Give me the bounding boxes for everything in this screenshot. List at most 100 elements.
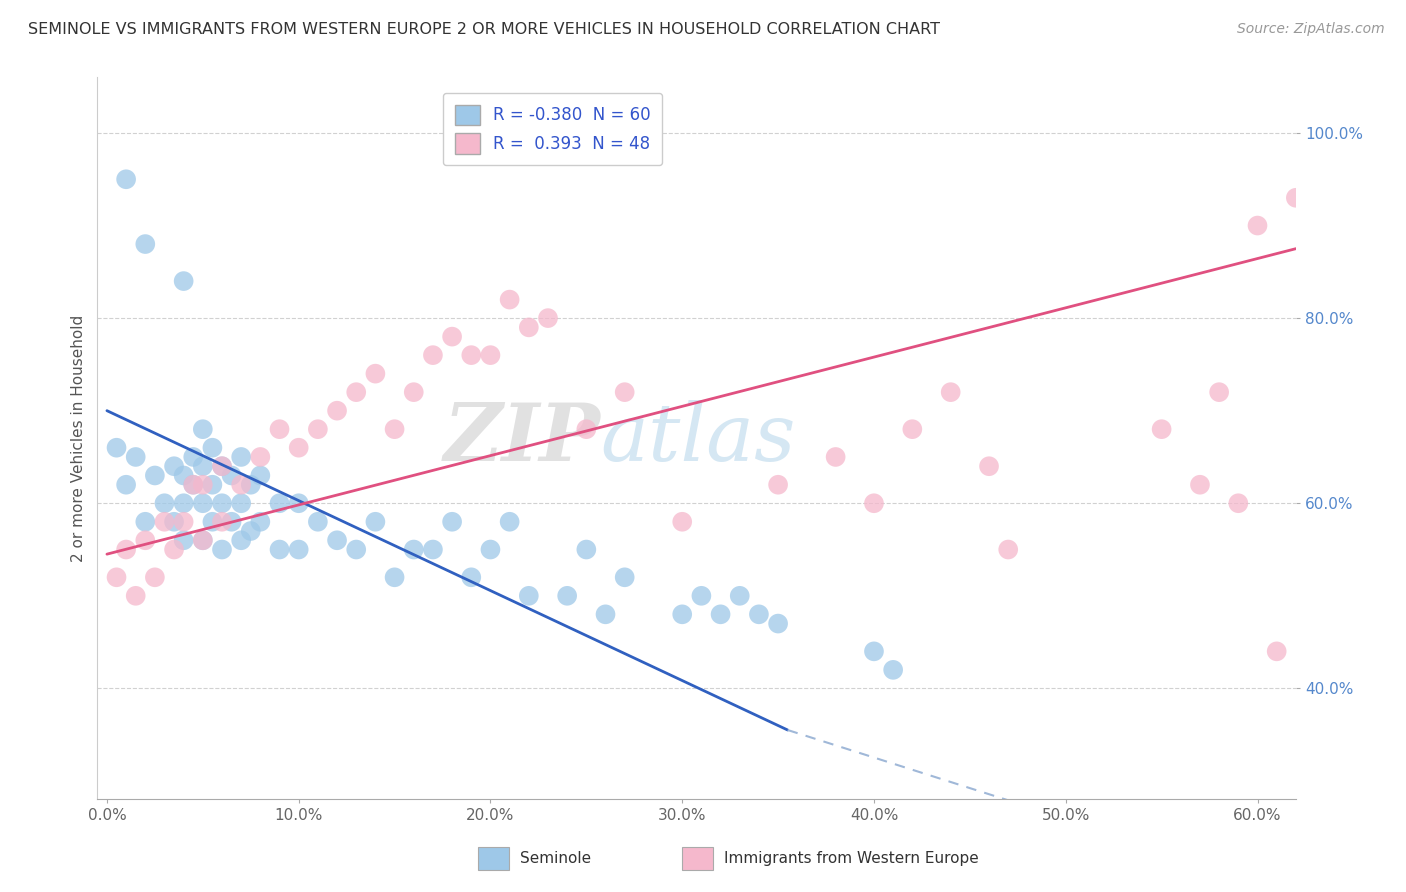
Text: Source: ZipAtlas.com: Source: ZipAtlas.com <box>1237 22 1385 37</box>
Point <box>134 533 156 548</box>
Text: ZIP: ZIP <box>444 400 600 477</box>
Point <box>143 468 166 483</box>
Point <box>748 607 770 622</box>
Point <box>287 496 309 510</box>
Point <box>479 348 502 362</box>
Point <box>766 477 789 491</box>
Point <box>115 477 138 491</box>
Point <box>134 237 156 252</box>
Point <box>173 496 195 510</box>
Point <box>191 533 214 548</box>
Point <box>211 542 233 557</box>
Point <box>460 348 482 362</box>
Point <box>211 496 233 510</box>
Point <box>181 477 204 491</box>
Point <box>1303 311 1326 326</box>
Point <box>191 533 214 548</box>
Point <box>1227 496 1250 510</box>
Point <box>115 542 138 557</box>
Point <box>575 542 598 557</box>
Point <box>221 515 243 529</box>
Point <box>613 385 636 400</box>
Text: SEMINOLE VS IMMIGRANTS FROM WESTERN EUROPE 2 OR MORE VEHICLES IN HOUSEHOLD CORRE: SEMINOLE VS IMMIGRANTS FROM WESTERN EURO… <box>28 22 941 37</box>
Text: Seminole: Seminole <box>520 851 592 866</box>
Point <box>181 450 204 464</box>
Point <box>211 459 233 474</box>
Point <box>173 533 195 548</box>
Point <box>709 607 731 622</box>
Point <box>307 422 329 436</box>
Point <box>498 293 520 307</box>
Point <box>863 496 886 510</box>
Point <box>181 477 204 491</box>
Point <box>1150 422 1173 436</box>
Legend: R = -0.380  N = 60, R =  0.393  N = 48: R = -0.380 N = 60, R = 0.393 N = 48 <box>443 93 662 165</box>
Point <box>231 496 253 510</box>
Point <box>191 422 214 436</box>
Point <box>125 450 148 464</box>
Point <box>517 320 540 334</box>
Point <box>125 589 148 603</box>
Point <box>384 422 406 436</box>
Point <box>191 459 214 474</box>
Point <box>173 468 195 483</box>
Point <box>901 422 924 436</box>
Point <box>517 589 540 603</box>
Point <box>163 459 186 474</box>
Point <box>201 441 224 455</box>
Point <box>1246 219 1268 233</box>
Point <box>671 515 693 529</box>
Point <box>105 570 128 584</box>
Text: Immigrants from Western Europe: Immigrants from Western Europe <box>724 851 979 866</box>
Point <box>173 274 195 288</box>
Point <box>143 570 166 584</box>
Point <box>537 311 560 326</box>
Point <box>211 459 233 474</box>
Point <box>690 589 713 603</box>
Point <box>163 515 186 529</box>
Point <box>402 542 425 557</box>
Point <box>173 515 195 529</box>
Point <box>153 515 176 529</box>
Point <box>1285 191 1308 205</box>
Point <box>422 348 444 362</box>
Point <box>269 542 291 557</box>
Point <box>231 477 253 491</box>
Point <box>939 385 962 400</box>
Point <box>364 367 387 381</box>
Point <box>977 459 1000 474</box>
Point <box>287 441 309 455</box>
Point <box>249 450 271 464</box>
Point <box>1188 477 1211 491</box>
Point <box>575 422 598 436</box>
Point <box>191 496 214 510</box>
Point <box>269 496 291 510</box>
Point <box>882 663 904 677</box>
Point <box>231 450 253 464</box>
Point <box>239 477 262 491</box>
Point <box>441 515 464 529</box>
Point <box>728 589 751 603</box>
Point <box>364 515 387 529</box>
Point <box>153 496 176 510</box>
Point <box>249 515 271 529</box>
Point <box>191 477 214 491</box>
Point <box>498 515 520 529</box>
Point <box>239 524 262 538</box>
Point <box>287 542 309 557</box>
Point <box>997 542 1019 557</box>
Point <box>231 533 253 548</box>
Point <box>595 607 617 622</box>
Point <box>479 542 502 557</box>
Point <box>1208 385 1230 400</box>
Point <box>671 607 693 622</box>
Text: atlas: atlas <box>600 400 796 477</box>
Point <box>221 468 243 483</box>
Point <box>249 468 271 483</box>
Point <box>402 385 425 400</box>
Point <box>441 329 464 343</box>
Point <box>863 644 886 658</box>
Point <box>824 450 846 464</box>
Point <box>384 570 406 584</box>
Point <box>326 403 349 417</box>
